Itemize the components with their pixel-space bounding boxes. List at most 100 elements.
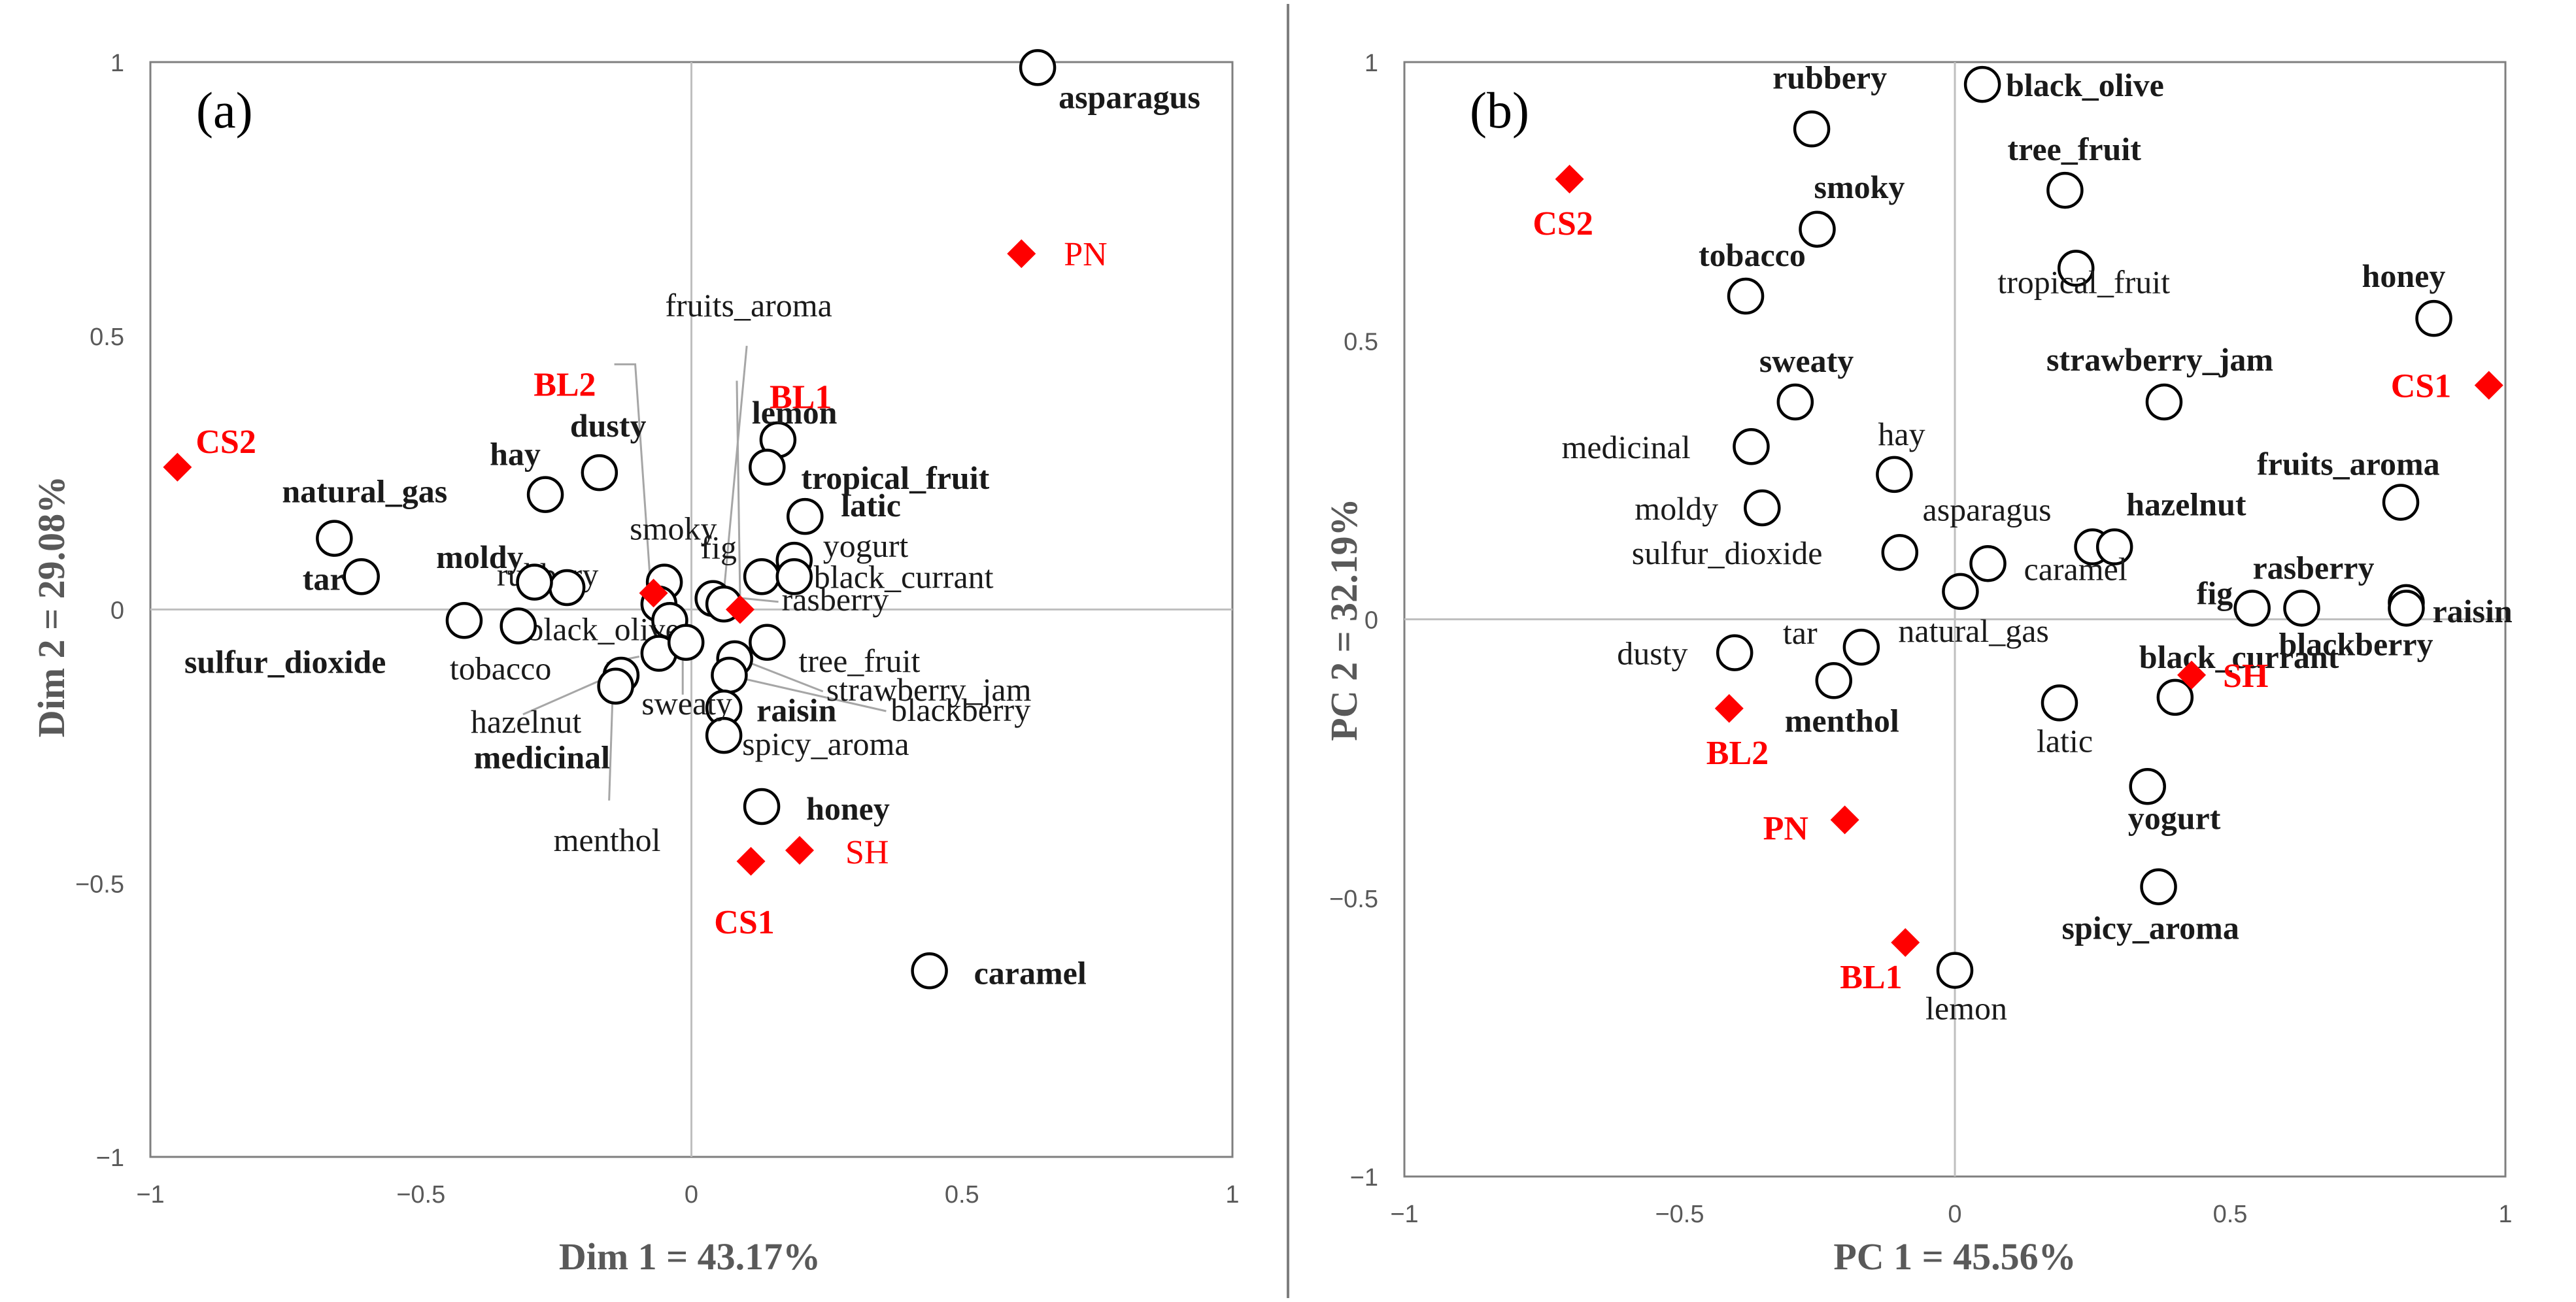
variable-label-black-currant: black_currant	[814, 558, 994, 595]
variable-point-medicinal	[500, 607, 537, 644]
variable-label-lemon: lemon	[1925, 990, 2007, 1027]
wine-label-bl2: BL2	[1706, 735, 1769, 772]
x-tick-label: 0.5	[2213, 1201, 2248, 1228]
variable-label-dusty: dusty	[570, 407, 647, 444]
variable-label-raisin: raisin	[2432, 593, 2512, 629]
variable-point-honey	[2415, 299, 2452, 337]
variable-point-medicinal	[1733, 427, 1770, 465]
variable-point-menthol	[1815, 662, 1853, 699]
variable-point-fig	[743, 558, 781, 595]
variable-point-blackberry	[2388, 590, 2425, 627]
x-tick-label: 0.5	[945, 1181, 979, 1209]
wine-point-bl2	[639, 578, 668, 608]
variable-label-medicinal: medicinal	[1561, 429, 1690, 465]
variable-label-rubbery: rubbery	[1772, 59, 1887, 95]
variable-label-black-currant: black_currant	[2139, 639, 2339, 675]
wine-point-pn	[1007, 239, 1036, 269]
variable-point-yogurt	[2129, 768, 2166, 805]
variable-label-strawberry-jam: strawberry_jam	[826, 671, 1032, 708]
wine-point-sh	[2177, 660, 2207, 690]
variable-label-tobacco: tobacco	[450, 650, 551, 687]
variable-label-blackberry: blackberry	[2279, 626, 2433, 662]
panel-label: (b)	[1470, 82, 1529, 139]
variable-label-fruits-aroma: fruits_aroma	[665, 287, 832, 324]
variable-label-hay: hay	[1878, 416, 1925, 452]
y-tick-label: −0.5	[1329, 886, 1378, 913]
y-axis-title: Dim 2 = 29.08%	[30, 476, 73, 737]
x-tick-label: −0.5	[396, 1181, 445, 1209]
variable-point-tropical-fruit	[2057, 250, 2095, 287]
variable-label-latic: latic	[2037, 722, 2093, 759]
wine-point-bl1	[725, 595, 754, 624]
variable-point-tobacco	[1727, 277, 1765, 315]
variable-label-caramel: caramel	[974, 954, 1087, 991]
variable-point-hay	[526, 476, 564, 513]
variable-label-natural-gas: natural_gas	[282, 473, 447, 510]
y-axis-title: PC 2 = 32.19%	[1323, 498, 1365, 741]
variable-label-hay: hay	[490, 436, 541, 473]
variable-point-tree-fruit	[749, 624, 786, 661]
variable-label-raisin: raisin	[756, 692, 836, 728]
x-tick-label: 1	[2498, 1201, 2512, 1228]
wine-point-cs1	[2474, 371, 2503, 400]
variable-point-sweaty	[1776, 383, 1814, 421]
wine-label-cs2: CS2	[195, 424, 256, 461]
variable-label-menthol: menthol	[554, 822, 661, 858]
variable-point-spicy-aroma	[705, 716, 743, 754]
variable-point-hay	[1876, 456, 1913, 493]
variable-point-asparagus	[1019, 49, 1057, 86]
wine-label-bl2: BL2	[534, 366, 596, 403]
variable-label-sulfur-dioxide: sulfur_dioxide	[184, 643, 386, 680]
variable-point-sweaty	[667, 624, 705, 661]
leader-line-fruits-aroma	[722, 345, 748, 593]
variable-label-yogurt: yogurt	[2128, 799, 2221, 836]
variable-label-asparagus: asparagus	[1923, 492, 2052, 528]
variable-label-tree-fruit: tree_fruit	[2007, 131, 2141, 167]
variable-label-smoky: smoky	[630, 510, 717, 547]
variable-point-hazelnut	[2095, 528, 2133, 565]
variable-label-tobacco: tobacco	[1699, 237, 1806, 273]
variable-point-tar	[1842, 628, 1880, 666]
x-tick-label: 0	[685, 1181, 698, 1209]
wine-point-cs2	[163, 452, 192, 482]
variable-point-menthol	[597, 667, 634, 705]
panel-label: (a)	[196, 82, 253, 139]
variable-point-lemon	[1936, 952, 1974, 989]
variable-point-latic	[2041, 684, 2078, 722]
variable-label-dusty: dusty	[1617, 635, 1687, 672]
y-tick-label: 0.5	[1344, 328, 1378, 356]
variable-label-tropical-fruit: tropical_fruit	[1997, 263, 2170, 300]
variable-label-blackberry: blackberry	[890, 692, 1030, 728]
leader-line-hazelnut	[522, 677, 605, 716]
variable-point-tropical-fruit	[749, 448, 786, 486]
wine-label-pn: PN	[1064, 236, 1107, 273]
wine-label-cs1: CS1	[714, 904, 774, 941]
wine-label-sh: SH	[845, 834, 889, 871]
x-tick-label: 0	[1948, 1201, 1961, 1228]
variable-point-latic	[787, 497, 824, 535]
variable-point-tar	[343, 558, 380, 595]
variable-point-sulfur-dioxide	[445, 602, 483, 639]
leader-line-strawberry-jam	[747, 661, 824, 693]
variable-point-dusty	[581, 454, 619, 492]
y-tick-label: 0	[110, 597, 124, 625]
y-tick-label: 1	[1364, 50, 1378, 77]
variable-point-spicy-aroma	[2140, 868, 2177, 905]
wine-label-sh: SH	[2223, 658, 2268, 695]
variable-point-tree-fruit	[2046, 171, 2084, 209]
wine-point-bl1	[1891, 927, 1920, 957]
variable-point-moldy	[1744, 489, 1781, 527]
variable-point-caramel	[911, 952, 948, 990]
variable-label-spicy-aroma: spicy_aroma	[2062, 910, 2239, 946]
variable-point-fig	[2233, 590, 2271, 627]
variable-label-hazelnut: hazelnut	[2126, 486, 2246, 523]
variable-point-black-currant	[775, 558, 813, 595]
variable-point-rubbery	[1793, 110, 1831, 148]
leader-line-BL1	[736, 380, 741, 598]
leader-line-blackberry	[742, 677, 887, 712]
variable-point-natural-gas	[1942, 573, 1979, 610]
variable-label-menthol: menthol	[1785, 702, 1899, 739]
variable-label-moldy: moldy	[1635, 490, 1718, 527]
variable-label-fig: fig	[2197, 575, 2233, 611]
variable-label-strawberry-jam: strawberry_jam	[2046, 341, 2273, 378]
